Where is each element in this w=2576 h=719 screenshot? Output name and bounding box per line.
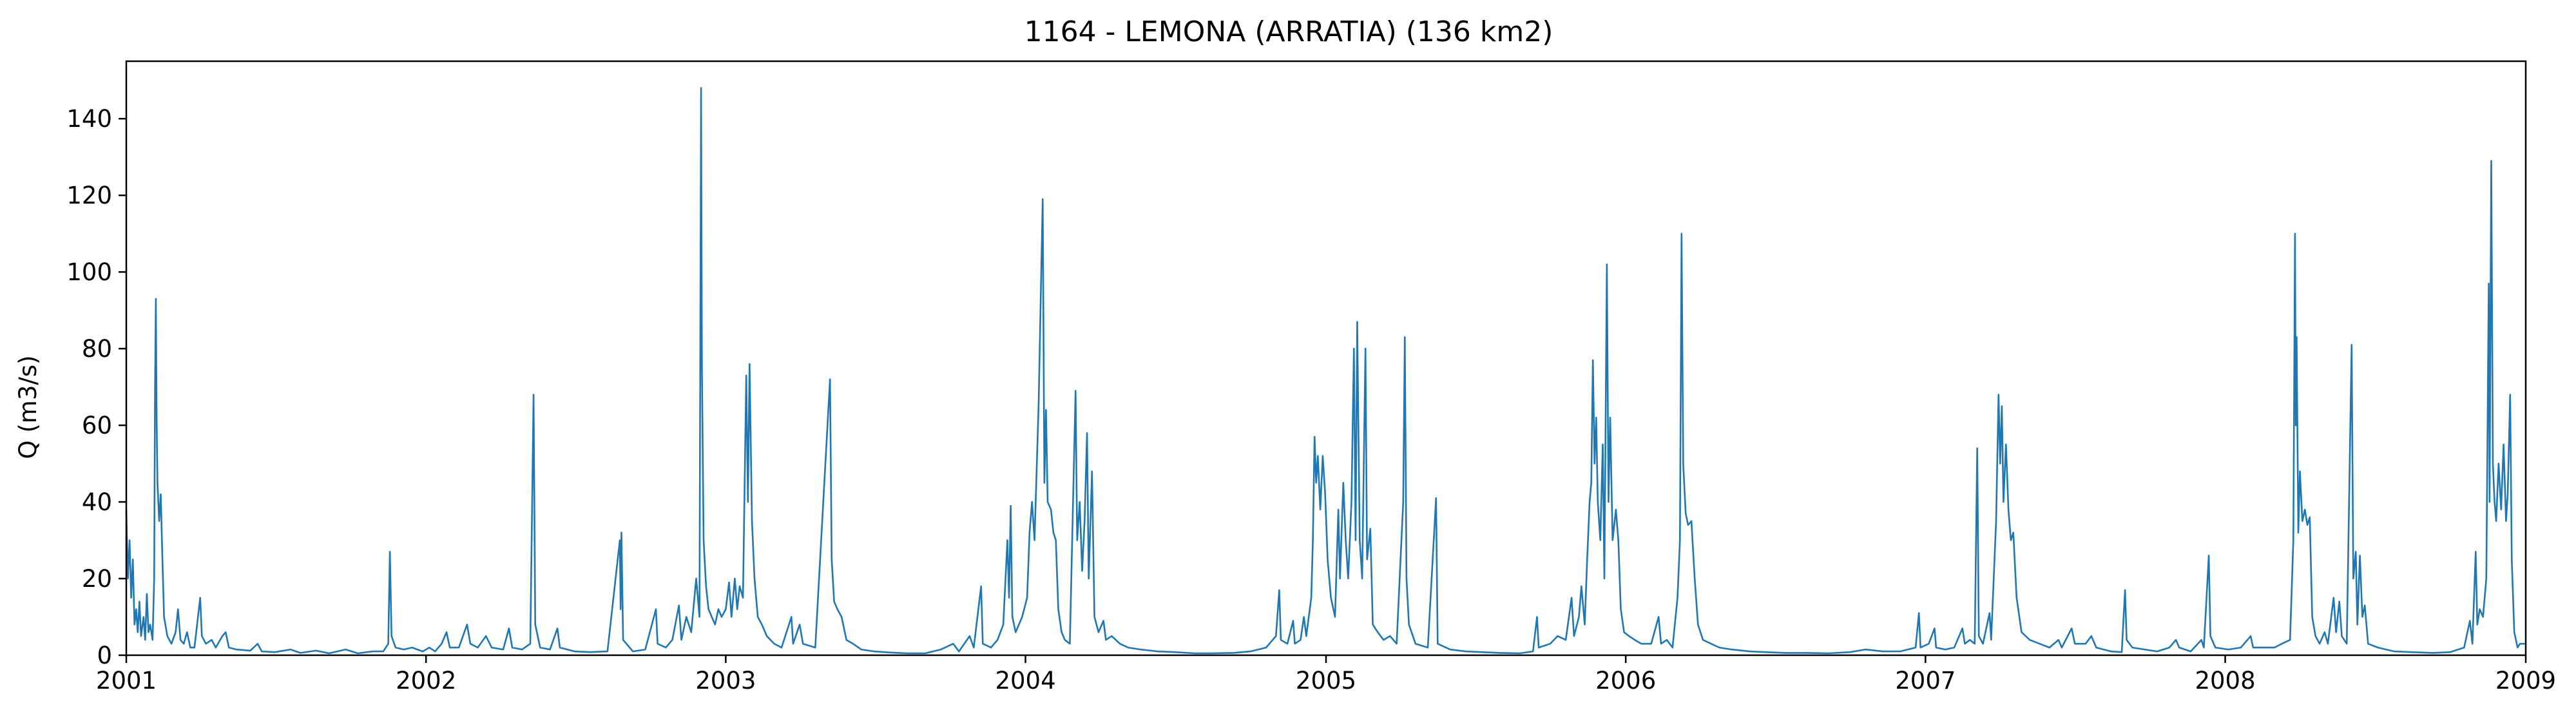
x-tick-label: 2009 xyxy=(2495,667,2556,695)
plot-frame xyxy=(125,60,2527,657)
x-tick-label: 2001 xyxy=(96,667,157,695)
y-axis-label: Q (m3/s) xyxy=(14,355,42,459)
plot-area xyxy=(125,87,2525,655)
y-tick-label: 40 xyxy=(82,488,112,516)
y-tick-label: 80 xyxy=(82,335,112,363)
x-tick-label: 2002 xyxy=(396,667,456,695)
y-tick-label: 100 xyxy=(66,258,112,286)
series-line-0 xyxy=(125,87,2525,655)
y-tick-label: 140 xyxy=(66,105,112,133)
x-axis: 2001 2002 2003 2004 2005 2006 2007 2008 2009 xyxy=(96,655,2556,695)
x-tick-label: 2005 xyxy=(1296,667,1356,695)
x-tick-label: 2008 xyxy=(2195,667,2255,695)
y-tick-label: 120 xyxy=(66,182,112,209)
y-axis: 0 20 40 60 80 100 120 140 xyxy=(66,105,126,669)
chart-title: 1164 - LEMONA (ARRATIA) (136 km2) xyxy=(1024,15,1553,48)
x-tick-label: 2004 xyxy=(995,667,1055,695)
y-tick-label: 0 xyxy=(97,642,112,669)
y-tick-label: 60 xyxy=(82,412,112,439)
y-tick-label: 20 xyxy=(82,565,112,593)
x-tick-label: 2007 xyxy=(1895,667,1956,695)
x-tick-label: 2003 xyxy=(695,667,756,695)
x-tick-label: 2006 xyxy=(1595,667,1656,695)
